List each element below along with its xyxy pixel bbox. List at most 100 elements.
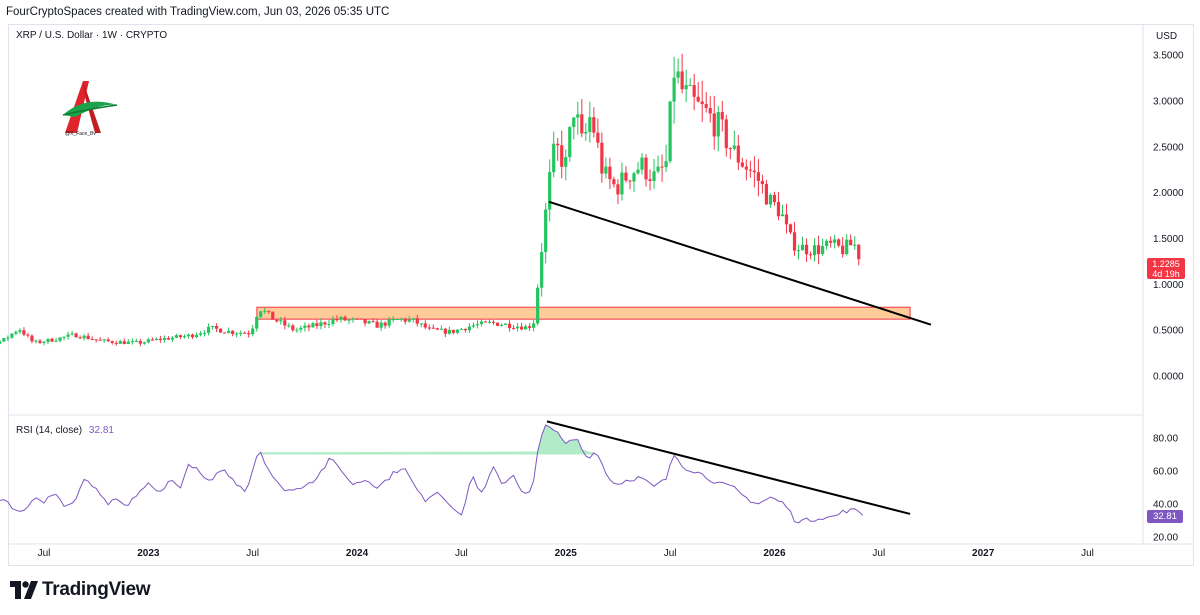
candle-body [808,254,813,256]
candle-body [82,335,86,339]
candle-body [166,338,171,340]
candle-body [692,85,696,97]
price-tick-label: 2.5000 [1153,142,1184,153]
time-tick-label: Jul [664,548,677,559]
candle-body [130,341,134,343]
candle-body [756,172,760,181]
candle-body [837,239,841,246]
last-price-tag: 1.2285 4d 19h [1147,258,1185,279]
candle-body [636,169,640,174]
candle-body [532,323,536,328]
time-tick-label: 2023 [137,548,160,559]
candle-body [784,214,789,225]
candle-body [708,107,712,114]
time-tick-label: 2024 [346,548,369,559]
candle-body [279,320,283,322]
candle-body [463,328,468,331]
support-zone-layer [256,306,911,320]
candle-body [311,323,315,328]
candle-body [796,250,801,252]
candle-body [624,172,628,181]
candle-body [604,166,608,174]
candle-body [515,326,520,329]
rsi-axis[interactable]: 80.00 60.00 40.00 20.00 [1153,433,1178,543]
rsi-trendline [546,420,911,515]
candle-body [18,330,22,332]
candle-body [327,323,331,325]
candle-body [235,333,239,335]
candle-body [22,330,26,335]
candle-body [154,338,158,340]
attribution-header: FourCryptoSpaces created with TradingVie… [6,6,390,18]
candle-body [319,322,323,327]
candle-body [339,317,343,320]
candle-body [447,329,451,334]
candle-body [439,328,443,330]
candle-body [716,112,720,137]
candle-body [351,318,355,320]
rsi-line [0,424,864,524]
time-axis[interactable]: Jul 2023 Jul 2024 Jul 2025 Jul 2026 Jul 2027 Jul [38,548,1094,559]
price-tick-label: 3.5000 [1153,51,1184,62]
candle-body [680,71,684,90]
candle-body [804,244,809,255]
candle-body [263,310,267,312]
rsi-tick-label: 80.00 [1153,433,1178,444]
candle-body [323,322,327,325]
time-tick-label: Jul [246,548,259,559]
candle-body [54,340,58,342]
symbol-legend[interactable]: XRP / U.S. Dollar · 1W · CRYPTO [16,30,168,41]
candle-body [560,145,564,167]
candle-body [552,143,556,173]
price-axis[interactable]: 3.5000 3.0000 2.5000 2.0000 1.5000 1.0000 0.50… [1153,51,1184,383]
candle-body [174,335,179,338]
tradingview-logo[interactable]: TradingView [10,579,151,601]
candle-body [315,323,319,327]
rsi-legend-value: 32.81 [88,425,114,436]
candle-body [227,330,231,333]
time-tick-label: 2026 [763,548,786,559]
candle-body [660,166,664,168]
candle-body [764,184,769,205]
candle-body [202,332,207,334]
candle-body [788,224,793,233]
candle-body [760,180,765,185]
candle-body [210,325,215,327]
candle-body [584,131,588,134]
candle-body [62,336,66,338]
rsi-tick-label: 60.00 [1153,466,1178,477]
candle-body [66,334,70,337]
candle-body [528,326,532,328]
candle-body [576,114,580,118]
time-tick-label: Jul [455,548,468,559]
candle-body [744,166,748,170]
candle-body [499,324,504,326]
candle-body [287,325,291,327]
candle-body [347,319,351,321]
price-trendline [548,200,932,326]
rsi-tick-label: 20.00 [1153,533,1178,544]
currency-label[interactable]: USD [1156,31,1178,42]
candle-body [620,172,624,195]
candle-body [704,104,708,108]
candle-body [580,114,584,134]
candle-body [14,331,18,334]
candle-body [419,323,423,325]
candle-body [90,338,94,340]
candle-body [206,326,211,333]
candle-body [568,126,572,158]
candle-body [556,143,560,146]
candle-body [343,317,347,321]
candle-body [78,337,82,339]
rsi-legend[interactable]: RSI (14, close) 32.81 [16,425,114,436]
candle-body [600,142,604,174]
candle-body [271,311,275,320]
candle-body [792,232,797,251]
candle-body [126,341,130,344]
candle-body [150,339,154,341]
candle-body [0,341,2,344]
candle-body [564,157,568,167]
candle-body [355,318,359,320]
candle-body [190,334,195,338]
